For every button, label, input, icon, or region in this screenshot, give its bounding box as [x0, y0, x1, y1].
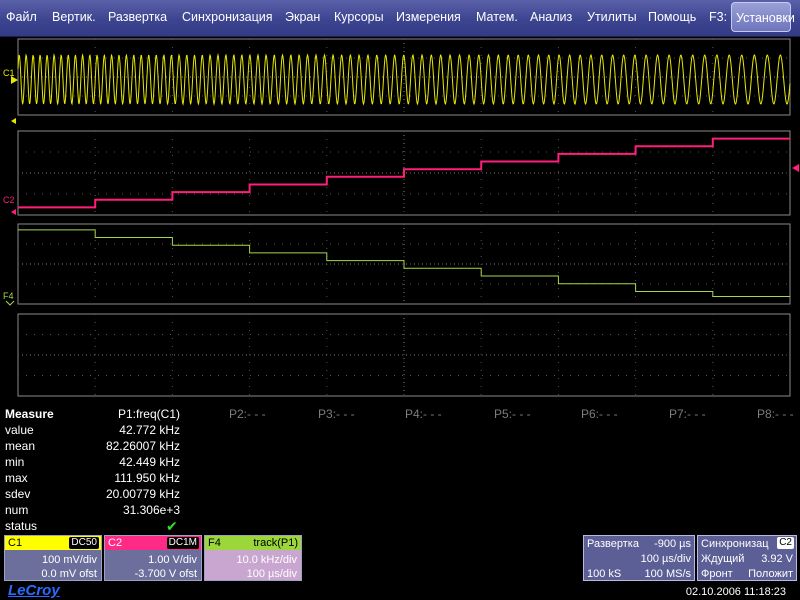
menu-trigger[interactable]: Синхронизация	[182, 10, 273, 24]
channel-c1-box[interactable]: C1 DC50 100 mV/div 0.0 mV ofst	[4, 535, 102, 581]
measure-row: max 111.950 kHz	[5, 471, 180, 487]
channel-c1-header: C1 DC50	[5, 536, 101, 550]
channel-name: C2	[108, 537, 123, 549]
p1-header[interactable]: P1:freq(C1)	[117, 407, 180, 421]
channel-name: C1	[8, 537, 23, 549]
coupling-tag: DC50	[69, 537, 99, 549]
measure-row: mean 82.26007 kHz	[5, 439, 180, 455]
row-label: max	[5, 471, 28, 485]
row-value: 111.950 kHz	[114, 471, 180, 485]
offset: -3.700 V ofst	[134, 568, 197, 580]
volts-per-div: 1.00 V/div	[148, 554, 197, 566]
trigger-slope: Фронт	[701, 568, 733, 580]
p7-header[interactable]: P7:- - -	[669, 407, 706, 421]
menu-file[interactable]: Файл	[6, 10, 37, 24]
c2-trace	[18, 137, 790, 209]
measure-row: num 31.306e+3	[5, 503, 180, 519]
row-label: value	[5, 423, 34, 437]
offset: 0.0 mV ofst	[41, 568, 97, 580]
lecroy-logo[interactable]: LeCroy	[8, 582, 60, 599]
timebase-samples: 100 kS	[587, 568, 622, 580]
p4-header[interactable]: P4:- - -	[405, 407, 442, 421]
c2-marker-label: C2	[3, 195, 15, 205]
f3-label: F3:	[709, 10, 728, 24]
row-label: status	[5, 519, 38, 533]
grids	[17, 38, 791, 397]
check-icon: ✔	[166, 518, 178, 534]
traces	[17, 53, 791, 297]
f4-marker-arrow	[5, 300, 15, 306]
row-label: mean	[5, 439, 36, 453]
channel-c2-header: C2 DC1M	[105, 536, 201, 550]
channel-c2-box[interactable]: C2 DC1M 1.00 V/div -3.700 V ofst	[104, 535, 202, 581]
row-value: 42.449 kHz	[119, 455, 180, 469]
trigger-title: Синхронизац	[701, 538, 769, 550]
measure-row: min 42.449 kHz	[5, 455, 180, 471]
measure-row: value 42.772 kHz	[5, 423, 180, 439]
menu-math[interactable]: Матем.	[476, 10, 518, 24]
timebase-box[interactable]: Развертка -900 µs 100 µs/div 100 kS 100 …	[583, 535, 695, 581]
trigger-mode: Ждущий	[701, 553, 745, 565]
timebase-delay: -900 µs	[654, 538, 691, 550]
menu-cursors[interactable]: Курсоры	[334, 10, 384, 24]
trace-markers: C1 C2 F4	[3, 68, 799, 306]
row-value: 20.00779 kHz	[105, 487, 180, 501]
row-label: min	[5, 455, 25, 469]
trigger-box[interactable]: Синхронизац C2 Ждущий 3.92 V Фронт Полож…	[697, 535, 797, 581]
measure-row: status	[5, 519, 180, 535]
scope-display[interactable]: C1 C2 F4	[0, 36, 800, 404]
c2-ground-marker	[11, 209, 16, 215]
menu-analysis[interactable]: Анализ	[530, 10, 573, 24]
p2-header[interactable]: P2:- - -	[229, 407, 266, 421]
volts-per-div: 100 mV/div	[41, 554, 97, 566]
units-per-div: 10.0 kHz/div	[236, 554, 297, 566]
measure-table: Measure P1:freq(C1) P2:- - - P3:- - - P4…	[0, 404, 800, 534]
coupling-tag: DC1M	[166, 537, 199, 549]
f4-marker-label: F4	[3, 291, 14, 301]
date-time: 02.10.2006 11:18:23	[685, 586, 786, 598]
setup-button[interactable]: Установки	[731, 2, 795, 32]
timebase-rate: 100 MS/s	[644, 568, 691, 580]
c1-ground-marker	[11, 118, 16, 124]
menu-help[interactable]: Помощь	[648, 10, 697, 24]
f4-trace	[18, 229, 790, 297]
c1-trace	[17, 53, 791, 106]
measure-title: Measure	[5, 407, 54, 421]
row-label: sdev	[5, 487, 31, 501]
p6-header[interactable]: P6:- - -	[581, 407, 618, 421]
c1-offset-marker	[11, 76, 18, 84]
timebase-title: Развертка	[587, 538, 639, 550]
menu-measure[interactable]: Измерения	[396, 10, 461, 24]
trigger-level: 3.92 V	[761, 553, 793, 565]
menu-display[interactable]: Экран	[285, 10, 321, 24]
menu-timebase[interactable]: Развертка	[108, 10, 168, 24]
function-name: F4	[208, 537, 221, 549]
function-f4-header: F4 track(P1)	[205, 536, 301, 550]
row-value: 42.772 kHz	[119, 423, 180, 437]
timebase-scale: 100 µs/div	[640, 553, 691, 565]
p3-header[interactable]: P3:- - -	[318, 407, 355, 421]
function-f4-box[interactable]: F4 track(P1) 10.0 kHz/div 100 µs/div	[204, 535, 302, 581]
time-per-div: 100 µs/div	[246, 568, 297, 580]
c1-marker-label: C1	[3, 68, 15, 78]
row-label: num	[5, 503, 29, 517]
menu-bar: Файл Вертик. Развертка Синхронизация Экр…	[0, 0, 800, 37]
menu-utilities[interactable]: Утилиты	[587, 10, 637, 24]
function-definition: track(P1)	[253, 537, 298, 549]
measure-row: sdev 20.00779 kHz	[5, 487, 180, 503]
row-value: 31.306e+3	[122, 503, 180, 517]
trigger-source: C2	[777, 537, 794, 549]
row-value: 82.26007 kHz	[105, 439, 180, 453]
p5-header[interactable]: P5:- - -	[494, 407, 531, 421]
p8-header[interactable]: P8:- - -	[757, 407, 794, 421]
menu-vertical[interactable]: Вертик.	[52, 10, 96, 24]
c2-trigger-level-marker	[792, 164, 799, 172]
trigger-polarity: Положит	[748, 568, 793, 580]
